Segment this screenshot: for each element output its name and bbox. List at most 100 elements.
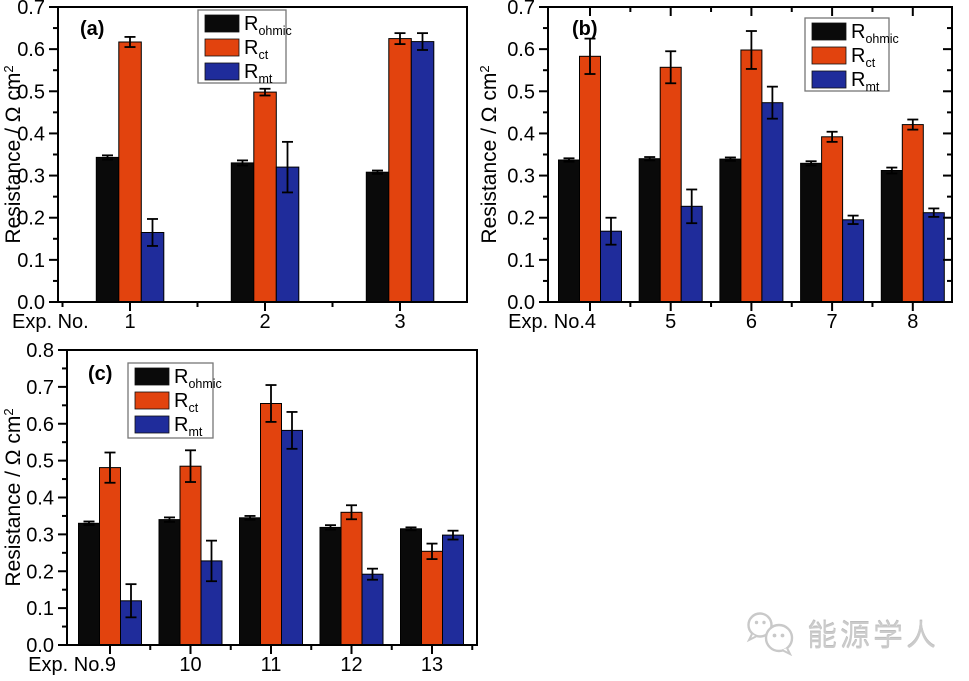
bar-R_ct-exp9 — [99, 467, 121, 646]
y-tick-label: 0.5 — [17, 81, 45, 103]
bar-R_ohmic-exp10 — [158, 519, 181, 646]
y-tick-label: 0.0 — [507, 292, 535, 314]
bar-R_mt-exp6 — [761, 102, 784, 303]
legend-swatch-R_mt — [204, 62, 240, 81]
y-axis-title: Resistance / Ω cm2 — [1, 408, 25, 586]
y-tick-label: 0.6 — [507, 39, 535, 61]
chart-a-tick-labels: 0.0 0.1 0.2 0.3 0.4 0.5 0.6 0.7 1 2 3 Exp. No. — [12, 0, 406, 333]
bar-R_ct-exp1 — [118, 41, 142, 303]
bar-R_ct-exp4 — [579, 55, 601, 303]
y-tick-label: 0.6 — [17, 39, 45, 61]
legend-swatch-R_ct — [204, 38, 240, 57]
y-tick-label: 0.3 — [507, 166, 535, 188]
bar-R_ct-exp11 — [260, 403, 282, 646]
bar-R_ohmic-exp11 — [239, 517, 261, 646]
chart-a-ticks — [49, 6, 401, 311]
legend-label-R_ohmic: Rohmic — [244, 13, 292, 38]
legend-swatch-R_mt — [811, 70, 847, 89]
legend-label-R_ohmic: Rohmic — [174, 366, 222, 391]
y-tick-label: 0.6 — [26, 414, 54, 436]
y-axis-title: Resistance / Ω cm2 — [1, 65, 25, 243]
panel-label-c: (c) — [88, 363, 112, 385]
x-tick-label: 13 — [421, 654, 443, 676]
y-tick-label: 0.7 — [17, 0, 45, 19]
chart-a: 0.0 0.1 0.2 0.3 0.4 0.5 0.6 0.7 1 2 3 Exp. No. Resis… — [1, 0, 468, 333]
y-tick-label: 0.7 — [507, 0, 535, 19]
watermark: 能源学人 — [743, 610, 939, 656]
bar-R_ct-exp6 — [740, 49, 763, 303]
bar-R_ohmic-exp2 — [230, 162, 255, 303]
x-tick-label: 8 — [907, 311, 918, 333]
chart-a-bars — [95, 38, 435, 303]
chart-c-ticks — [58, 349, 474, 654]
chart-a-error-bars — [102, 32, 428, 247]
chart-c-bars — [78, 403, 464, 646]
bar-R_ohmic-exp8 — [880, 170, 903, 303]
x-axis-prefix-label: Exp. No. — [12, 311, 89, 333]
bar-R_ohmic-exp7 — [800, 162, 823, 303]
x-axis-prefix-label: Exp. No.4 — [508, 311, 596, 333]
y-tick-label: 0.5 — [507, 81, 535, 103]
bar-R_ohmic-exp1 — [95, 156, 120, 303]
legend-label-R_mt: Rmt — [174, 414, 203, 439]
y-tick-label: 0.4 — [17, 123, 45, 145]
bar-R_ct-exp10 — [179, 465, 202, 646]
chart-b-ticks — [539, 6, 952, 311]
x-tick-label: 6 — [746, 311, 757, 333]
legend-label-R_ohmic: Rohmic — [851, 21, 899, 46]
y-tick-label: 0.8 — [26, 340, 54, 362]
y-tick-label: 0.0 — [26, 635, 54, 657]
legend-label-R_ct: Rct — [851, 45, 876, 70]
bar-R_mt-exp13 — [442, 534, 464, 646]
y-tick-label: 0.3 — [17, 166, 45, 188]
bar-R_mt-exp7 — [842, 219, 865, 303]
y-tick-label: 0.0 — [17, 292, 45, 314]
bar-R_ct-exp2 — [253, 91, 277, 303]
chart-c: 0.0 0.1 0.2 0.3 0.4 0.5 0.6 0.7 0.8 10 11 12 13 Exp. … — [1, 340, 478, 676]
legend-label-R_ct: Rct — [174, 390, 199, 415]
bar-R_mt-exp12 — [361, 573, 384, 646]
x-tick-label: 3 — [394, 311, 405, 333]
panel-label-b: (b) — [572, 18, 598, 40]
legend-swatch-R_ohmic — [134, 367, 170, 386]
bar-R_ct-exp7 — [821, 136, 844, 303]
bar-R_ct-exp12 — [340, 511, 363, 646]
watermark-text: 能源学人 — [807, 620, 939, 653]
chart-b: 0.0 0.1 0.2 0.3 0.4 0.5 0.6 0.7 5 6 7 8 Exp. No.4 Res… — [477, 0, 953, 333]
bar-R_ohmic-exp5 — [638, 158, 661, 303]
panel-label-a: (a) — [80, 18, 104, 40]
y-tick-label: 0.2 — [26, 561, 54, 583]
bar-R_ct-exp13 — [421, 550, 443, 646]
legend-label-R_mt: Rmt — [851, 69, 880, 94]
legend-swatch-R_ct — [134, 391, 170, 410]
legend-swatch-R_ohmic — [204, 14, 240, 33]
y-tick-label: 0.3 — [26, 524, 54, 546]
bar-R_ohmic-exp3 — [365, 171, 390, 303]
y-tick-label: 0.5 — [26, 451, 54, 473]
bar-R_ohmic-exp12 — [319, 526, 342, 646]
x-tick-label: 1 — [124, 311, 135, 333]
bar-R_ohmic-exp13 — [400, 528, 422, 646]
bar-R_ohmic-exp9 — [78, 522, 100, 646]
bar-R_ct-exp8 — [901, 124, 924, 303]
x-tick-label: 11 — [261, 654, 282, 676]
legend-swatch-R_mt — [134, 415, 170, 434]
x-tick-label: 10 — [179, 654, 201, 676]
legend-label-R_ct: Rct — [244, 37, 269, 62]
chart-c-tick-labels: 0.0 0.1 0.2 0.3 0.4 0.5 0.6 0.7 0.8 10 11 12 13 Exp. … — [26, 340, 443, 676]
x-tick-label: 5 — [665, 311, 676, 333]
legend-label-R_mt: Rmt — [244, 61, 273, 86]
chart-b-error-bars — [563, 30, 940, 246]
bar-R_ct-exp3 — [388, 38, 412, 303]
wechat-logo-icon — [746, 612, 794, 656]
x-tick-label: 12 — [340, 654, 362, 676]
bar-R_ct-exp5 — [659, 66, 682, 303]
y-tick-label: 0.4 — [507, 123, 535, 145]
y-tick-label: 0.7 — [26, 377, 54, 399]
y-tick-label: 0.4 — [26, 488, 54, 510]
